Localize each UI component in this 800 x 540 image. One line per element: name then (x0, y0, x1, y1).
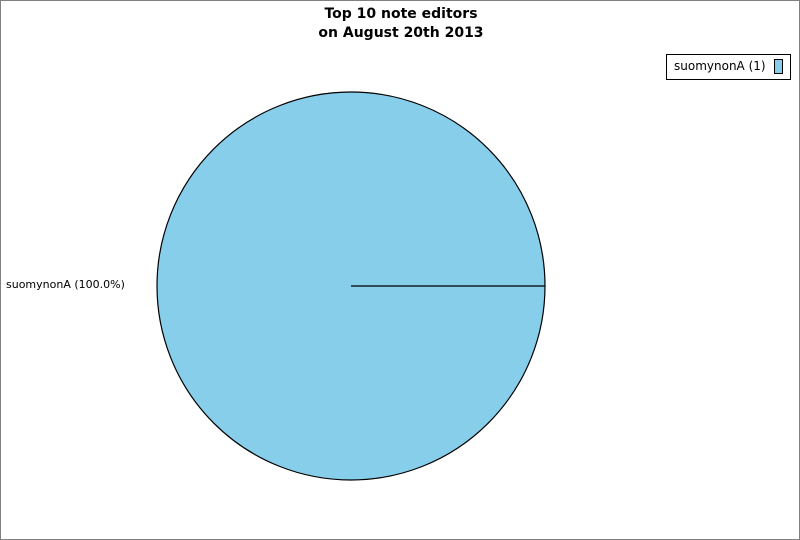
legend-color-swatch (773, 59, 783, 74)
chart-title-line-1: Top 10 note editors (324, 6, 478, 22)
legend-entry-suomynona[interactable]: suomynonA (1) (674, 59, 783, 74)
legend-entry-label: suomynonA (1) (674, 59, 766, 73)
chart-legend: suomynonA (1) (666, 54, 791, 80)
pie-slice-label-suomynona: suomynonA (100.0%) (6, 278, 125, 291)
chart-title: Top 10 note editors on August 20th 2013 (1, 5, 799, 43)
chart-title-line-2: on August 20th 2013 (318, 25, 484, 41)
pie-slices (156, 91, 546, 481)
